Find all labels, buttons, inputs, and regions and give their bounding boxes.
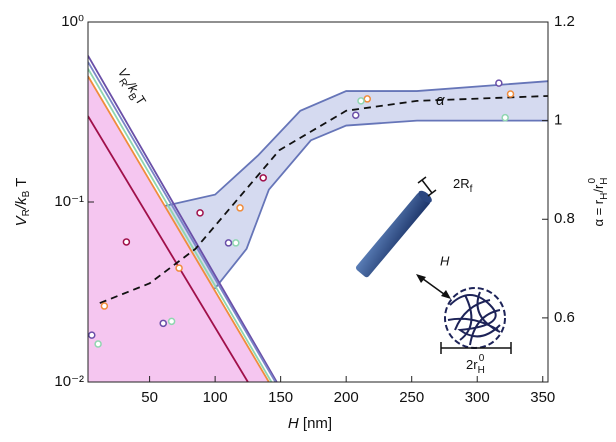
point xyxy=(237,205,243,211)
x-tick-label: 300 xyxy=(465,389,490,406)
point xyxy=(260,175,266,181)
alpha-label: α xyxy=(436,92,445,109)
curve-label: VR/kBT xyxy=(112,65,149,109)
point xyxy=(502,115,508,121)
point xyxy=(89,332,95,338)
point xyxy=(176,265,182,271)
y2-tick-label: 0.6 xyxy=(554,309,575,326)
point xyxy=(233,240,239,246)
y-tick-label: 10⁰ xyxy=(61,13,84,30)
y-axis-label: VR/kB T xyxy=(13,178,32,227)
point xyxy=(123,239,129,245)
coil-label: 2rH0 xyxy=(466,353,485,376)
y2-axis-label: α = rH/rH0 xyxy=(587,177,610,226)
x-tick-label: 200 xyxy=(334,389,359,406)
y2-tick-label: 0.8 xyxy=(554,210,575,227)
point xyxy=(101,303,107,309)
y-tick-label: 10⁻² xyxy=(54,373,84,390)
point xyxy=(496,80,502,86)
x-tick-label: 50 xyxy=(141,389,158,406)
rod-label: 2Rf xyxy=(453,176,473,194)
point xyxy=(353,112,359,118)
x-tick-label: 100 xyxy=(203,389,228,406)
point xyxy=(197,210,203,216)
y2-tick-label: 1.2 xyxy=(554,13,575,30)
y2-tick-label: 1 xyxy=(554,112,562,129)
x-tick-label: 150 xyxy=(268,389,293,406)
x-axis-label: H [nm] xyxy=(288,415,332,432)
point xyxy=(160,320,166,326)
chart: H [nm] VR/kB T α = rH/rH0 VR/kBT α 2Rf H… xyxy=(0,0,616,437)
distance-label: H xyxy=(440,253,450,268)
x-tick-label: 250 xyxy=(399,389,424,406)
point xyxy=(358,98,364,104)
point xyxy=(95,341,101,347)
point xyxy=(508,91,514,97)
y-tick-label: 10⁻¹ xyxy=(54,193,84,210)
illustration xyxy=(355,177,511,354)
point xyxy=(225,240,231,246)
point xyxy=(169,318,175,324)
point xyxy=(364,96,370,102)
x-tick-label: 350 xyxy=(530,389,555,406)
